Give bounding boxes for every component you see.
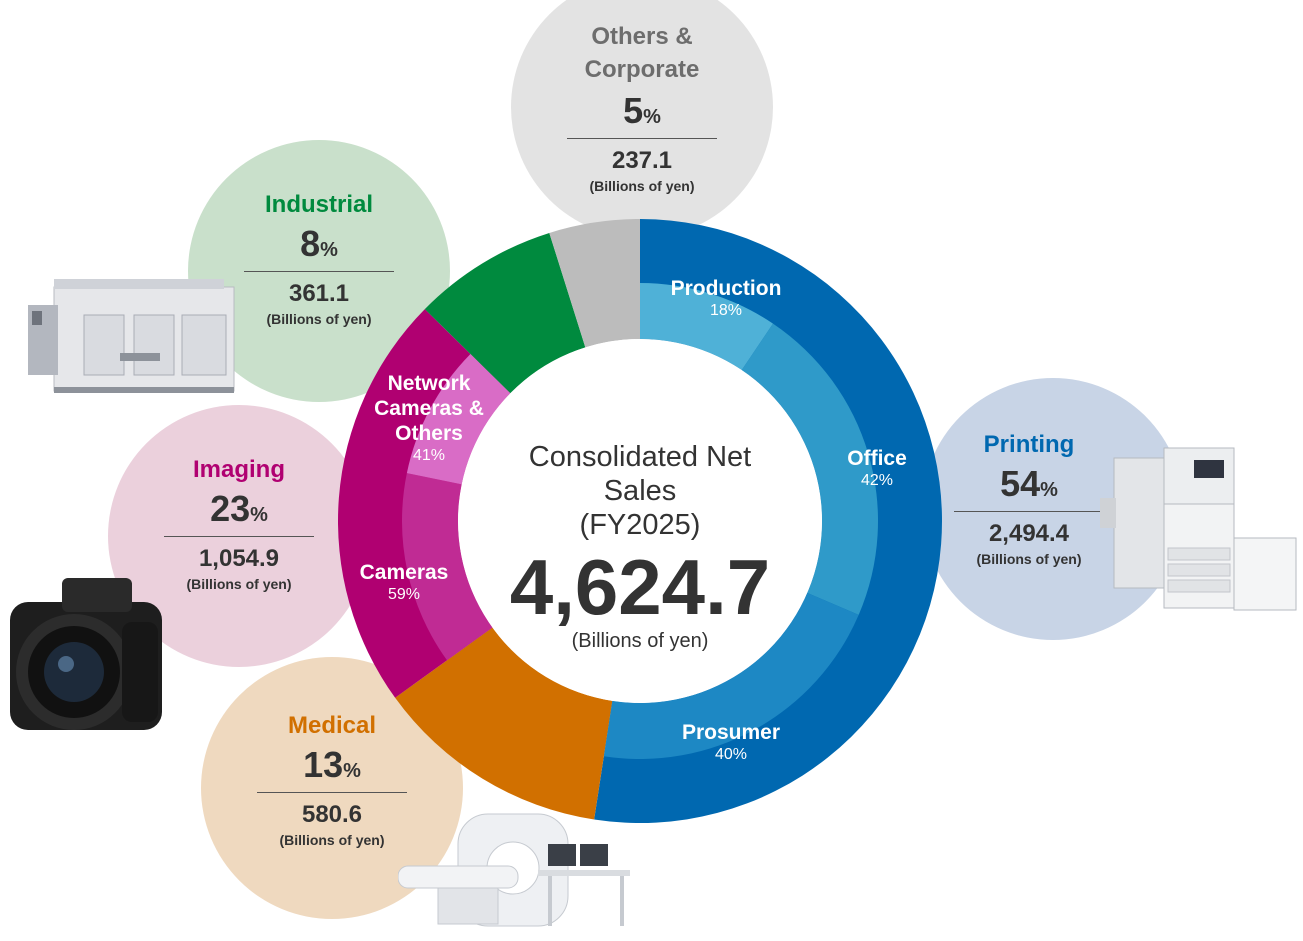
- center-title: Consolidated Net Sales: [528, 441, 752, 507]
- medical-unit: (Billions of yen): [279, 832, 385, 848]
- others-percent: 5%: [623, 90, 661, 131]
- slice-others-corporate: [549, 219, 640, 348]
- medical-percent: 13%: [303, 744, 361, 785]
- printing-percent: 54%: [1000, 463, 1058, 504]
- bubble-others: Others & Corporate 5% 237.1 (Billions of …: [511, 0, 773, 238]
- slice-printing: [594, 219, 943, 823]
- industrial-value: 361.1: [288, 280, 350, 307]
- imaging-unit: (Billions of yen): [186, 576, 292, 592]
- camera-image: [10, 578, 162, 730]
- label-office: Office 42%: [847, 447, 907, 489]
- medical-value: 580.6: [301, 801, 363, 828]
- label-prosumer: Prosumer 40%: [681, 721, 781, 763]
- printing-unit: (Billions of yen): [976, 551, 1082, 567]
- slice-medical: [395, 627, 613, 820]
- subslice-office: [741, 323, 879, 615]
- printer-image: [1100, 447, 1297, 611]
- printing-name: Printing: [983, 431, 1075, 458]
- medical-name: Medical: [287, 712, 377, 739]
- label-cameras: Cameras 59%: [359, 561, 449, 603]
- others-name-line2: Corporate: [584, 56, 700, 83]
- imaging-percent: 23%: [210, 488, 268, 529]
- others-value: 237.1: [611, 147, 673, 174]
- ct-scanner-image: [398, 813, 630, 927]
- label-production: Production 18%: [670, 277, 782, 319]
- center-subtitle: (FY2025): [579, 509, 701, 541]
- subslice-production: [640, 283, 773, 371]
- imaging-name: Imaging: [192, 456, 285, 483]
- printing-value: 2,494.4: [988, 520, 1070, 547]
- center-unit: (Billions of yen): [571, 630, 709, 652]
- center-summary: Consolidated Net Sales (FY2025) 4,624.7 …: [490, 440, 790, 652]
- industrial-name: Industrial: [264, 191, 373, 218]
- subslice-network-cameras-others: [406, 353, 511, 485]
- label-network-cameras: Network Cameras & Others 41%: [374, 372, 484, 464]
- industrial-unit: (Billions of yen): [266, 311, 372, 327]
- others-unit: (Billions of yen): [589, 178, 695, 194]
- subslice-cameras: [402, 473, 493, 661]
- imaging-value: 1,054.9: [198, 545, 280, 572]
- others-name-line1: Others &: [591, 23, 693, 50]
- center-total: 4,624.7: [509, 543, 771, 631]
- industrial-equipment-image: [28, 279, 235, 393]
- industrial-percent: 8%: [300, 223, 338, 264]
- slice-industrial: [424, 232, 586, 394]
- subslice-prosumer: [603, 592, 859, 760]
